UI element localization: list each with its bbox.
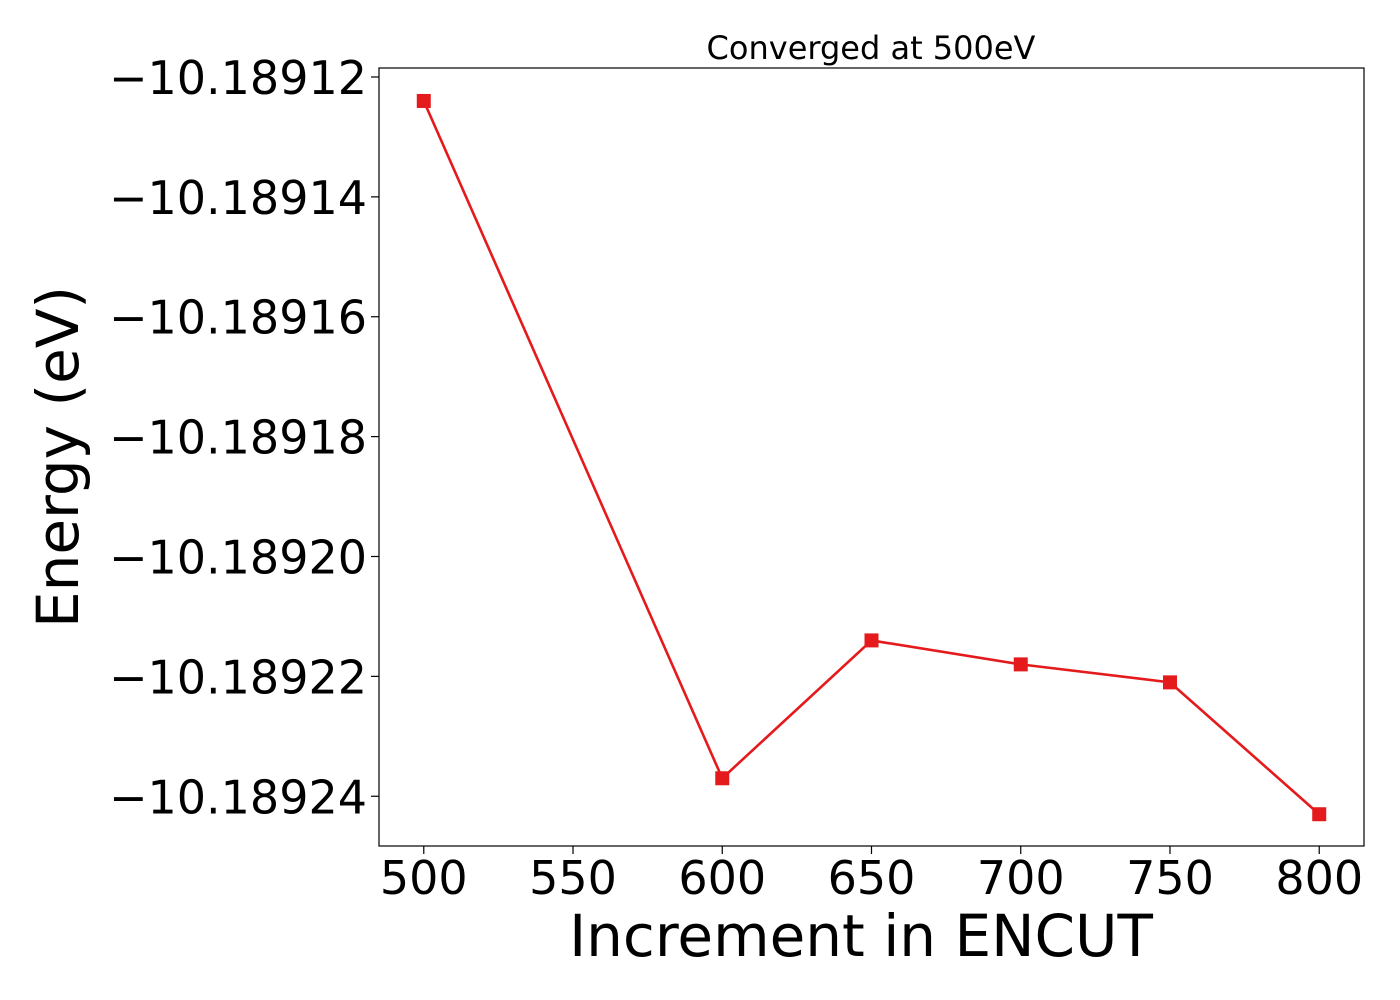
data-point-marker <box>416 93 431 108</box>
x-tick-label: 750 <box>1126 851 1214 905</box>
x-tick-label: 600 <box>678 851 766 905</box>
data-point-marker <box>864 633 879 648</box>
x-tick-label: 800 <box>1275 851 1363 905</box>
y-axis-title: Energy (eV) <box>24 286 92 628</box>
y-tick-label: −10.18918 <box>109 411 367 465</box>
data-point-marker <box>1162 675 1177 690</box>
x-tick-label: 550 <box>529 851 617 905</box>
plot-area: 500 550 600 650 700 750 800 −10.18912 −10.18914 −… <box>109 51 1365 905</box>
y-tick-label: −10.18920 <box>109 530 367 584</box>
x-tick-label: 650 <box>828 851 916 905</box>
y-tick-label: −10.18914 <box>109 171 367 225</box>
x-axis-title: Increment in ENCUT <box>569 902 1153 970</box>
y-tick-label: −10.18922 <box>109 650 367 704</box>
data-point-marker <box>1312 807 1327 822</box>
data-point-marker <box>715 771 730 786</box>
data-point-marker <box>1013 657 1028 672</box>
x-tick-label: 500 <box>380 851 468 905</box>
series-line <box>422 100 1321 816</box>
y-tick-label: −10.18924 <box>109 770 367 824</box>
x-tick-label: 700 <box>977 851 1065 905</box>
y-tick-label: −10.18916 <box>109 291 367 345</box>
y-tick-label: −10.18912 <box>109 51 367 105</box>
chart-title: Converged at 500eV <box>707 29 1036 67</box>
